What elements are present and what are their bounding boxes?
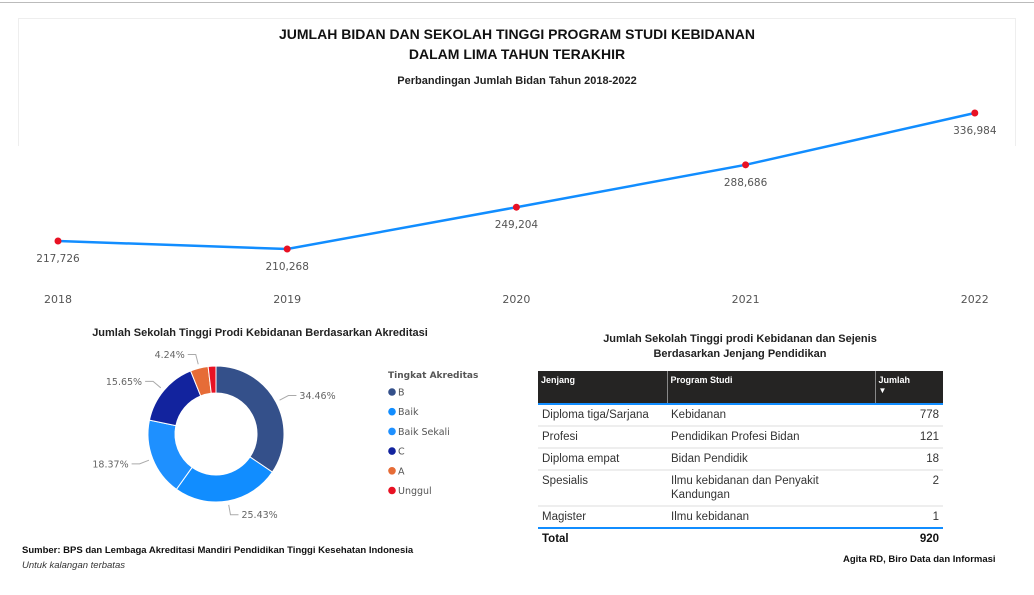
page-title-line2: DALAM LIMA TAHUN TERAKHIR: [408, 46, 626, 62]
data-label: 336,984: [953, 125, 997, 137]
column-header-program-studi[interactable]: Program Studi: [666, 371, 875, 404]
table-row: Profesi Pendidikan Profesi Bidan 121: [538, 426, 943, 449]
column-header-jumlah[interactable]: Jumlah ▼: [874, 371, 943, 404]
data-label: 288,686: [724, 177, 768, 189]
slice-label: 15.65%: [106, 377, 142, 388]
legend-item[interactable]: Baik Sekali: [398, 427, 450, 438]
jumlah-label: Jumlah: [878, 375, 911, 385]
data-label: 249,204: [495, 219, 539, 231]
data-label: 217,726: [36, 253, 80, 265]
data-point[interactable]: [971, 109, 979, 117]
x-tick-label: 2020: [502, 293, 530, 306]
legend-item[interactable]: B: [398, 388, 405, 399]
cell-program-studi: Bidan Pendidik: [667, 448, 875, 471]
legend-item[interactable]: A: [398, 466, 405, 477]
cell-jenjang: Profesi: [538, 426, 667, 449]
donut-slice[interactable]: [175, 456, 274, 503]
legend-marker: [388, 467, 396, 475]
legend-marker: [388, 486, 396, 495]
table-title: Jumlah Sekolah Tinggi prodi Kebidanan da…: [520, 332, 960, 362]
slice-label: 25.43%: [241, 510, 277, 521]
cell-jumlah: 2: [875, 470, 943, 507]
legend-item[interactable]: Unggul: [398, 486, 432, 497]
line-chart: 217,726 2018 210,268 2019 249,204 2020 288,686…: [36, 109, 997, 306]
legend-item[interactable]: C: [398, 447, 405, 458]
title-panel: [18, 18, 1016, 146]
cell-program-studi: Ilmu kebidanan dan Penyakit Kandungan: [667, 470, 875, 507]
donut-slice[interactable]: [215, 365, 285, 473]
total-cell: 920: [919, 533, 939, 545]
table-row: Spesialis Ilmu kebidanan dan Penyakit Kan…: [538, 470, 943, 507]
x-tick-label: 2019: [273, 293, 301, 306]
total-cell: Total: [542, 533, 569, 545]
line-chart-title: Perbandingan Jumlah Bidan Tahun 2018-202…: [397, 75, 637, 87]
cell-jumlah: 18: [875, 448, 943, 471]
source-text: Sumber: BPS dan Lembaga Akreditasi Mandi…: [22, 545, 414, 556]
slice-label: 4.24%: [155, 350, 185, 361]
total-row: Total 920: [538, 528, 943, 549]
legend-marker: [388, 427, 396, 436]
column-header-jenjang[interactable]: Jenjang: [538, 371, 667, 404]
author-text: Agita RD, Biro Data dan Informasi: [843, 554, 996, 565]
leader-line: [228, 504, 239, 516]
data-label: 210,268: [265, 261, 308, 273]
leader-line: [279, 395, 297, 401]
cell-jenjang: Spesialis: [538, 470, 667, 507]
x-tick-label: 2022: [961, 293, 989, 306]
legend-marker: [388, 447, 396, 455]
x-tick-label: 2021: [732, 293, 760, 306]
table-row: Diploma empat Bidan Pendidik 18: [538, 448, 943, 471]
donut-chart: 34.46% 25.43% 18.37% 15.65% 4.24% Tingkat Akr…: [92, 350, 478, 521]
data-point[interactable]: [283, 245, 291, 253]
donut-slice[interactable]: [207, 365, 217, 394]
total-cell: [667, 528, 875, 549]
cell-jumlah: 121: [875, 426, 943, 449]
cell-program-studi: Kebidanan: [667, 404, 875, 427]
leader-line: [131, 459, 150, 465]
legend-item[interactable]: Baik: [398, 407, 419, 418]
data-point[interactable]: [512, 203, 520, 211]
x-tick-label: 2018: [44, 293, 72, 306]
table-row: Magister Ilmu kebidanan 1: [538, 506, 943, 529]
cell-jumlah: 778: [875, 404, 943, 427]
data-point[interactable]: [742, 161, 750, 169]
table-title-line2: Berdasarkan Jenjang Pendidikan: [653, 348, 827, 360]
leader-line: [187, 354, 199, 365]
cell-program-studi: Pendidikan Profesi Bidan: [667, 426, 875, 449]
legend-marker: [388, 388, 396, 396]
note-text: Untuk kalangan terbatas: [22, 560, 125, 571]
table-title-line1: Jumlah Sekolah Tinggi prodi Kebidanan da…: [603, 333, 877, 345]
page-title-line1: JUMLAH BIDAN DAN SEKOLAH TINGGI PROGRAM …: [279, 26, 755, 42]
legend-marker: [388, 407, 396, 416]
sort-desc-icon: ▼: [878, 386, 887, 395]
cell-jenjang: Magister: [538, 506, 667, 529]
donut-chart-title: Jumlah Sekolah Tinggi Prodi Kebidanan Be…: [92, 327, 428, 339]
cell-jumlah: 1: [875, 506, 943, 529]
top-divider: [0, 2, 1034, 3]
slice-label: 18.37%: [92, 459, 128, 470]
donut-slice[interactable]: [148, 370, 202, 427]
cell-program-studi: Ilmu kebidanan: [667, 506, 875, 529]
legend-title: Tingkat Akreditas: [388, 371, 478, 381]
leader-line: [145, 380, 162, 389]
cell-jenjang: Diploma tiga/Sarjana: [538, 404, 667, 427]
table-row: Diploma tiga/Sarjana Kebidanan 778: [538, 404, 943, 427]
data-table: Jenjang Program Studi Jumlah ▼ Diploma ti…: [538, 371, 943, 549]
data-point[interactable]: [54, 237, 62, 245]
cell-jenjang: Diploma empat: [538, 448, 667, 471]
slice-label: 34.46%: [299, 391, 335, 402]
